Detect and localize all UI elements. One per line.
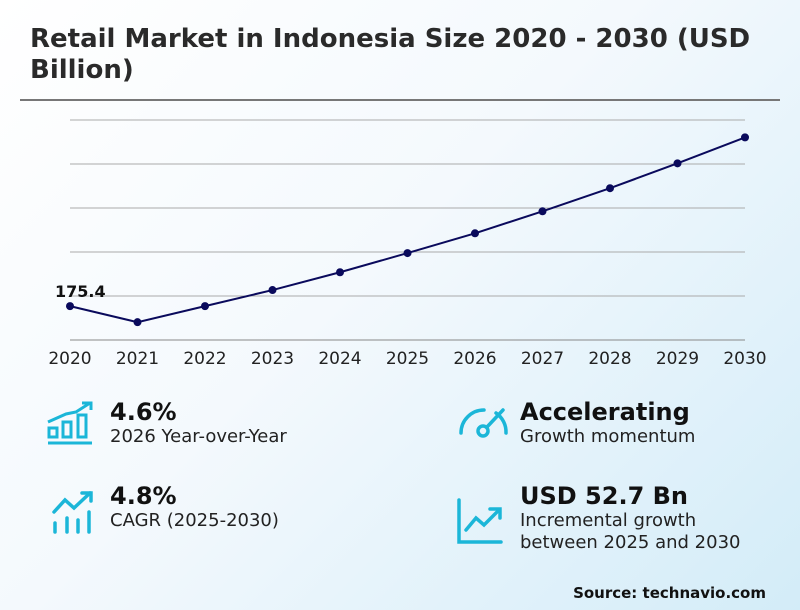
data-point bbox=[66, 302, 74, 311]
bar-chart-growth-icon bbox=[47, 401, 93, 445]
kpi-cagr-label: CAGR (2025-2030) bbox=[110, 510, 279, 531]
x-tick-label: 2025 bbox=[386, 349, 429, 369]
data-point bbox=[336, 268, 344, 277]
kpi-momentum-label: Growth momentum bbox=[520, 426, 696, 447]
speedometer-icon bbox=[459, 408, 508, 438]
data-point bbox=[741, 133, 749, 142]
kpi-momentum-value: Accelerating bbox=[520, 398, 690, 426]
data-point bbox=[268, 286, 277, 295]
x-tick-label: 2029 bbox=[656, 349, 699, 369]
data-point bbox=[403, 249, 412, 258]
source-credit: Source: technavio.com bbox=[573, 584, 766, 602]
kpi-yoy-label: 2026 Year-over-Year bbox=[110, 426, 287, 447]
data-point bbox=[201, 302, 209, 311]
kpi-incremental-label: Incremental growth bbox=[520, 510, 697, 531]
title-divider bbox=[20, 99, 780, 101]
series-line bbox=[69, 136, 746, 324]
line-chart: 2020 2021 2022 2023 2024 2025 2026 2027 2028 2029… bbox=[48, 119, 767, 369]
x-tick-label: 2030 bbox=[723, 349, 766, 369]
data-point bbox=[471, 229, 479, 238]
x-tick-label: 2027 bbox=[521, 349, 564, 369]
kpi-incremental-value: USD 52.7 Bn bbox=[520, 482, 688, 510]
x-tick-label: 2024 bbox=[318, 349, 361, 369]
kpi-incremental-label-2: between 2025 and 2030 bbox=[520, 532, 741, 553]
chart-title: Retail Market in Indonesia Size 2020 - 2… bbox=[30, 24, 751, 85]
x-tick-label: 2023 bbox=[251, 349, 294, 369]
x-tick-label: 2020 bbox=[48, 349, 91, 369]
trend-up-bars-icon bbox=[52, 491, 93, 534]
x-tick-label: 2028 bbox=[588, 349, 631, 369]
x-tick-label: 2022 bbox=[183, 349, 226, 369]
x-tick-label: 2026 bbox=[453, 349, 496, 369]
data-point bbox=[606, 184, 614, 193]
x-tick-label: 2021 bbox=[116, 349, 159, 369]
kpi-yoy-value: 4.6% bbox=[110, 398, 177, 426]
line-chart-up-icon bbox=[457, 498, 503, 544]
kpi-cagr-value: 4.8% bbox=[110, 482, 177, 510]
data-label: 175.4 bbox=[55, 282, 106, 301]
data-point bbox=[133, 318, 142, 327]
data-point bbox=[673, 159, 682, 168]
data-point bbox=[538, 207, 547, 216]
